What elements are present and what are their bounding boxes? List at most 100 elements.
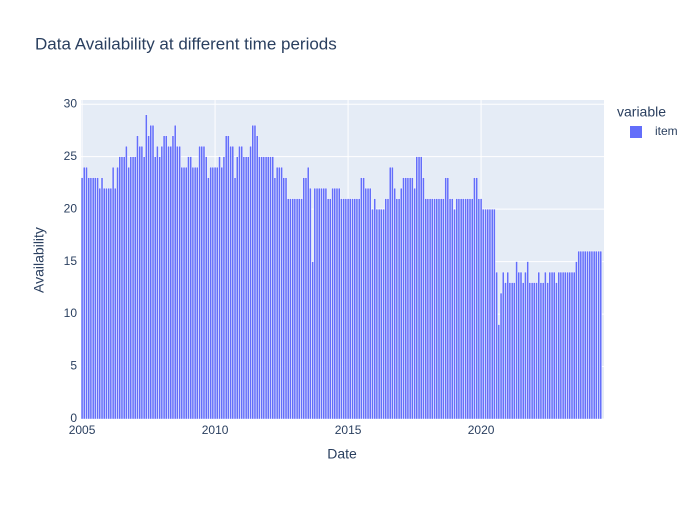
bar — [236, 156, 239, 420]
bar — [530, 282, 534, 420]
bar — [89, 177, 93, 420]
legend-label: item — [655, 124, 678, 138]
bar — [151, 124, 155, 420]
bar — [185, 166, 188, 420]
bar — [586, 250, 589, 420]
bar — [96, 177, 99, 420]
bar — [510, 282, 514, 420]
bar — [173, 124, 177, 420]
bar — [116, 166, 119, 420]
bar — [499, 292, 503, 420]
bar — [162, 135, 166, 420]
bar — [209, 166, 212, 420]
bar — [147, 135, 150, 420]
bar — [238, 145, 241, 420]
bar — [482, 208, 485, 420]
bar — [269, 156, 272, 420]
bar — [100, 177, 104, 420]
bar — [590, 250, 594, 420]
bar — [240, 145, 243, 420]
chart-title: Data Availability at different time peri… — [35, 34, 337, 53]
bar — [249, 145, 252, 420]
bar — [371, 208, 374, 420]
bar — [357, 198, 361, 420]
bar — [550, 271, 554, 420]
bar — [415, 156, 418, 420]
bar — [360, 177, 363, 420]
bar — [114, 187, 117, 420]
y-axis-label: Availability — [31, 227, 47, 293]
bar — [581, 250, 585, 420]
bar — [158, 156, 161, 420]
bar — [165, 135, 168, 420]
bar — [262, 156, 266, 420]
bar — [389, 166, 392, 420]
y-tick-label: 0 — [70, 411, 77, 425]
bar — [344, 198, 348, 420]
bar — [453, 208, 456, 420]
bar — [570, 271, 574, 420]
bar — [577, 250, 580, 420]
bar — [424, 198, 427, 420]
bar — [546, 282, 549, 420]
bar — [342, 198, 345, 420]
bar — [486, 208, 489, 420]
bar — [355, 198, 359, 420]
bar — [129, 156, 133, 420]
bar — [440, 198, 443, 420]
bar — [300, 198, 303, 420]
bar — [539, 282, 543, 420]
bar — [198, 145, 201, 420]
bar — [275, 166, 279, 420]
bar — [85, 166, 88, 420]
bar — [517, 271, 520, 420]
bar — [320, 187, 323, 420]
bar — [588, 250, 591, 420]
x-tick-label: 2010 — [202, 423, 229, 437]
bar — [349, 198, 352, 420]
y-tick-label: 20 — [64, 201, 78, 215]
bar — [216, 166, 219, 420]
bar — [397, 198, 401, 420]
bar — [557, 271, 560, 420]
bar — [553, 271, 556, 420]
bar — [278, 166, 281, 420]
bar — [118, 156, 121, 420]
bar — [94, 177, 97, 420]
bar — [295, 198, 299, 420]
bar — [471, 198, 474, 420]
bar — [431, 198, 434, 420]
bar — [111, 166, 115, 420]
bar — [402, 177, 405, 420]
bar — [200, 145, 203, 420]
y-tick-label: 5 — [70, 359, 77, 373]
bar — [182, 166, 186, 420]
bar — [338, 187, 341, 420]
bar — [309, 187, 312, 420]
bar — [400, 187, 403, 420]
bar — [595, 250, 598, 420]
bar — [559, 271, 563, 420]
bar — [145, 114, 148, 420]
bar — [131, 156, 135, 420]
bar — [466, 198, 469, 420]
bar — [322, 187, 325, 420]
bar — [293, 198, 297, 420]
bar — [548, 271, 552, 420]
bar — [267, 156, 270, 420]
bar — [420, 156, 423, 420]
bar — [280, 166, 283, 420]
bar — [473, 177, 476, 420]
bar — [258, 156, 261, 420]
bar — [599, 250, 603, 420]
bar — [324, 187, 328, 420]
bar — [202, 145, 206, 420]
bar — [136, 135, 139, 420]
bar — [313, 187, 317, 420]
bar — [127, 166, 130, 420]
bar — [298, 198, 301, 420]
bar — [331, 187, 334, 420]
bar — [98, 187, 102, 420]
bar — [340, 198, 343, 420]
